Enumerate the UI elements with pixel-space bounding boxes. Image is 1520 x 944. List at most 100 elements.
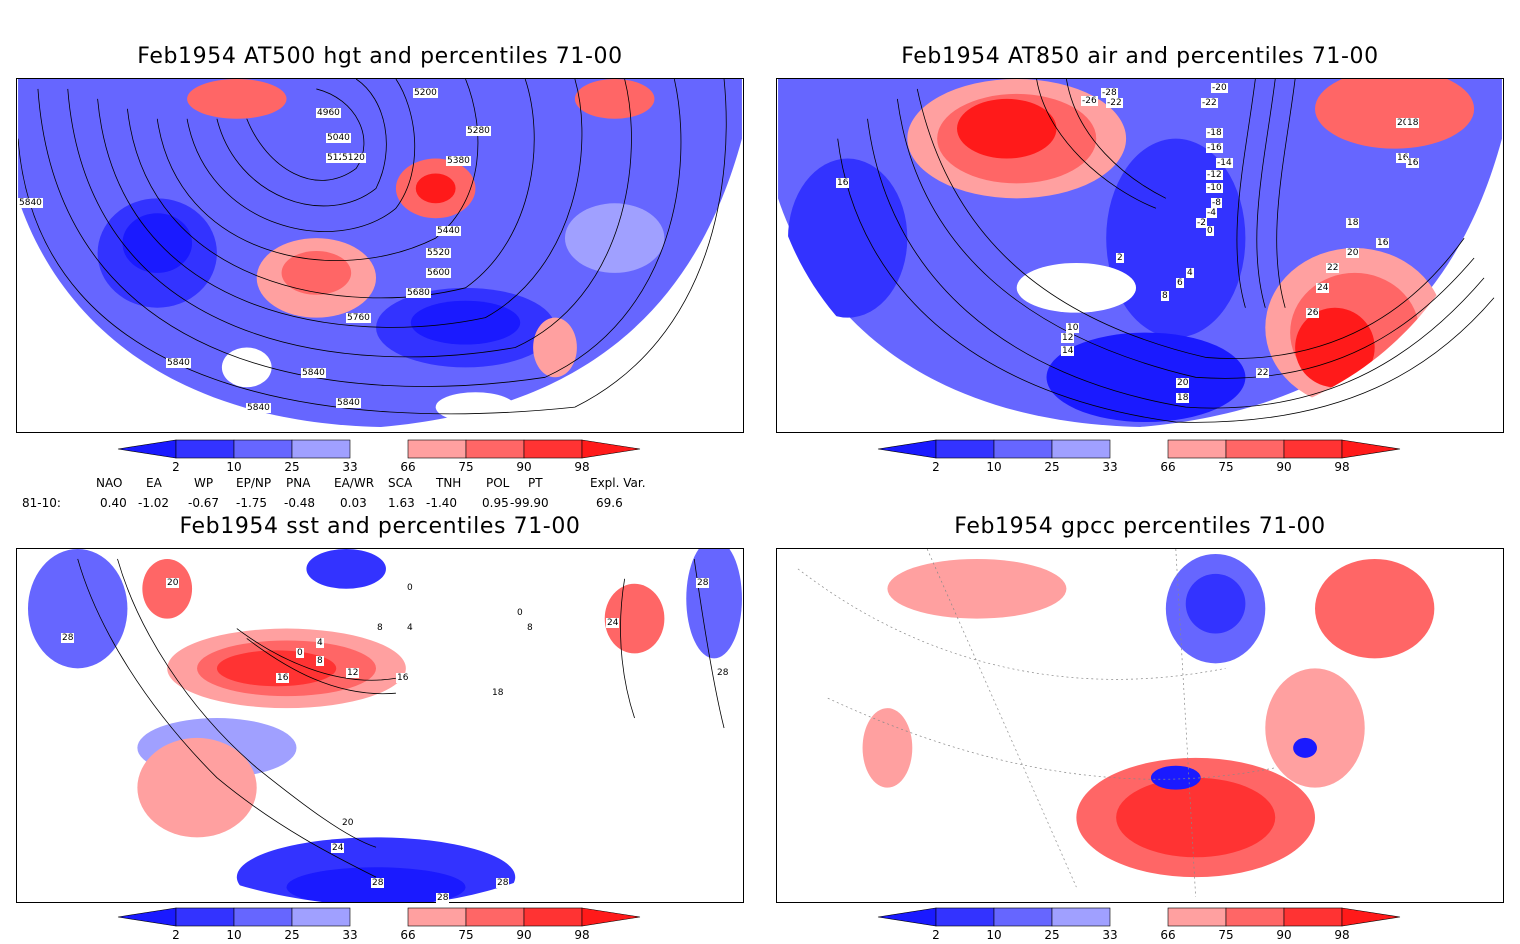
value-nao: 0.40 (100, 496, 127, 510)
map-hgt500 (18, 79, 742, 432)
map-panel-hgt500 (16, 78, 744, 433)
contour-label: 26 (1306, 308, 1320, 318)
contour-labels-air850: -28 -26 -22 -20 -22 -18 -16 -14 -12 -10 -8 -4 -2 0 2 4 6… (776, 78, 1504, 433)
contour-label: -2 (1196, 218, 1207, 228)
contour-label: -18 (1206, 128, 1223, 138)
header-eawr: EA/WR (334, 476, 375, 490)
tick-75: 75 (1218, 928, 1234, 942)
tick-33: 33 (1102, 928, 1118, 942)
contour-label: -22 (1106, 98, 1123, 108)
contour-label: 16 (836, 178, 850, 188)
panel-title-hgt500: Feb1954 AT500 hgt and percentiles 71-00 (137, 44, 623, 69)
colorbar-top-right: 2 10 25 33 66 75 90 98 (870, 438, 1410, 476)
contour-label: 5680 (406, 288, 431, 298)
contour-label: 5280 (466, 126, 491, 136)
contour-label: 12 (1061, 333, 1075, 343)
contour-label: -4 (1206, 208, 1217, 218)
value-wp: -0.67 (188, 496, 220, 510)
value-pol: 0.95 (482, 496, 509, 510)
colorbar-swatches (877, 907, 1401, 927)
value-pna: -0.48 (284, 496, 316, 510)
contour-label: 5840 (166, 358, 191, 368)
header-wp: WP (194, 476, 214, 490)
header-expl-var: Expl. Var. (590, 476, 646, 490)
contour-label: -10 (1206, 183, 1223, 193)
contour-label: 16 (396, 673, 410, 683)
header-pt: PT (528, 476, 543, 490)
tick-25: 25 (1044, 928, 1060, 942)
contour-label: 16 (1376, 238, 1390, 248)
contour-label: 8 (376, 623, 384, 633)
map-air850 (778, 79, 1502, 432)
header-pna: PNA (286, 476, 311, 490)
contour-label: 8 (316, 656, 324, 666)
contour-label: 10 (1066, 323, 1080, 333)
contour-label: 5840 (336, 398, 361, 408)
contour-label: 24 (606, 618, 620, 628)
contour-label: 8 (1161, 291, 1169, 301)
contour-label: -16 (1206, 143, 1223, 153)
tick-75: 75 (458, 928, 474, 942)
map-panel-sst (16, 548, 744, 903)
tick-25: 25 (1044, 460, 1060, 474)
header-sca: SCA (388, 476, 413, 490)
colorbar-swatches (117, 439, 641, 459)
tick-2: 2 (932, 928, 940, 942)
header-nao: NAO (96, 476, 123, 490)
contour-label: 5760 (346, 313, 371, 323)
contour-label: -12 (1206, 170, 1223, 180)
contour-label: 22 (1256, 368, 1270, 378)
contour-label: 18 (491, 688, 505, 698)
value-expl-var: 69.6 (596, 496, 623, 510)
map-panel-gpcc (776, 548, 1504, 903)
contour-label: -14 (1216, 158, 1233, 168)
contour-labels-sst: 20 28 0 4 8 12 16 0 4 8 16 18 24 28 28 28 20 24 28 28 0 8 (16, 548, 744, 903)
header-epnp: EP/NP (236, 476, 272, 490)
panel-title-sst: Feb1954 sst and percentiles 71-00 (179, 514, 581, 539)
contour-label: 5120 (326, 153, 351, 163)
contour-label: -20 (1211, 83, 1228, 93)
contour-label: 24 (1316, 283, 1330, 293)
tick-75: 75 (458, 460, 474, 474)
tick-10: 10 (226, 460, 242, 474)
contour-label: 28 (436, 893, 450, 903)
contour-label: 5380 (446, 156, 471, 166)
contour-label: 28 (496, 878, 510, 888)
contour-label: 5200 (413, 88, 438, 98)
tick-10: 10 (986, 460, 1002, 474)
value-sca: 1.63 (388, 496, 415, 510)
tick-66: 66 (400, 928, 416, 942)
colorbar-swatches (117, 907, 641, 927)
contour-label: 5120 (341, 153, 366, 163)
tick-33: 33 (342, 928, 358, 942)
contour-label: 4960 (316, 108, 341, 118)
map-gpcc (778, 549, 1502, 902)
tick-10: 10 (986, 928, 1002, 942)
tick-98: 98 (1334, 928, 1350, 942)
contour-label: 28 (716, 668, 730, 678)
contour-label: -28 (1101, 88, 1118, 98)
colorbar-bottom-right: 2 10 25 33 66 75 90 98 (870, 906, 1410, 944)
row-label: 81-10: (22, 496, 61, 510)
tick-2: 2 (932, 460, 940, 474)
contour-label: 20 (1396, 118, 1410, 128)
contour-label: 4 (406, 623, 414, 633)
contour-label: 0 (296, 648, 304, 658)
value-tnh: -1.40 (426, 496, 458, 510)
header-tnh: TNH (436, 476, 462, 490)
contour-label: 5840 (301, 368, 326, 378)
header-ea: EA (146, 476, 162, 490)
contour-label: 14 (1061, 346, 1075, 356)
contour-labels-hgt500: 4960 5040 5120 5200 5120 5280 5380 5440 5520 5600… (16, 78, 744, 433)
value-epnp: -1.75 (236, 496, 268, 510)
colorbar-swatches (877, 439, 1401, 459)
contour-label: 16 (1406, 158, 1420, 168)
contour-label: 5840 (246, 403, 271, 413)
contour-label: 6 (1176, 278, 1184, 288)
value-ea: -1.02 (138, 496, 170, 510)
contour-label: 28 (371, 878, 385, 888)
contour-label: 0 (1206, 226, 1214, 236)
colorbar-top-left: 2 10 25 33 66 75 90 98 (110, 438, 650, 476)
tick-2: 2 (172, 928, 180, 942)
contour-label: 0 (406, 583, 414, 593)
